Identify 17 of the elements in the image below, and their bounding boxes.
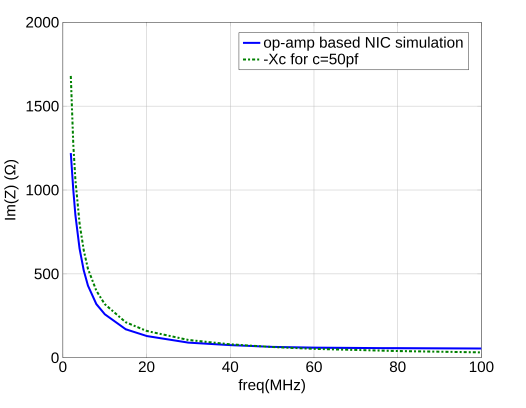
y-tick-label: 1000 [26, 184, 59, 196]
x-tick-label: 100 [470, 361, 494, 372]
legend-label: op-amp based NIC simulation [264, 36, 463, 51]
y-tick-label: 1500 [26, 100, 59, 112]
x-tick-label: 0 [59, 361, 66, 372]
x-tick-label: 40 [222, 361, 238, 372]
x-tick-label: 80 [390, 361, 406, 372]
y-tick-label: 0 [51, 352, 59, 363]
x-tick-label: 20 [138, 361, 154, 372]
x-tick-label: 60 [306, 361, 322, 372]
y-tick-label: 500 [34, 268, 59, 280]
line-series [70, 74, 482, 354]
line-series [70, 152, 482, 350]
x-axis-title: freq(MHz) [238, 378, 305, 394]
y-tick-label: 2000 [26, 16, 59, 28]
y-axis-title: Im(Z) (Ω) [4, 160, 18, 220]
legend-label: -Xc for c=50pf [264, 52, 358, 68]
